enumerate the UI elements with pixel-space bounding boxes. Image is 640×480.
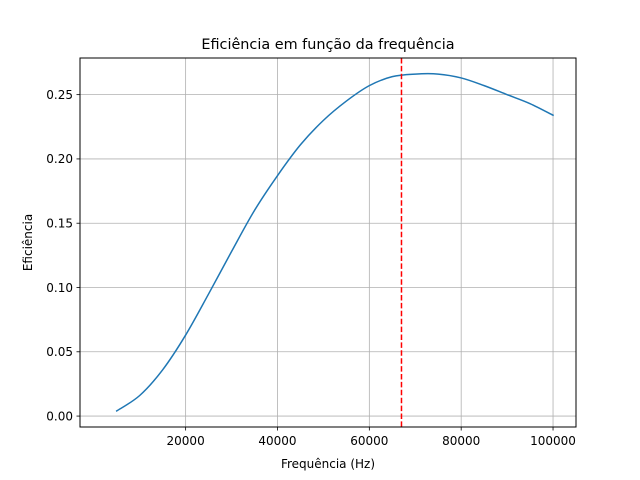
y-tick-label: 0.05 xyxy=(46,345,73,359)
x-tick-label: 20000 xyxy=(167,434,205,448)
y-tick-label: 0.20 xyxy=(46,152,73,166)
series-layer xyxy=(115,72,555,412)
x-tick-label: 40000 xyxy=(258,434,296,448)
tick-layer: 20000 40000 60000 80000 100000 0.00 0.05 0.10 0.… xyxy=(46,88,576,448)
x-tick-label: 80000 xyxy=(442,434,480,448)
x-axis-label: Frequência (Hz) xyxy=(281,457,375,471)
y-tick-label: 0.00 xyxy=(46,409,73,423)
y-tick-label: 0.25 xyxy=(46,88,73,102)
plot-frame xyxy=(79,57,577,428)
y-axis-label: Eficiência xyxy=(21,214,35,271)
x-tick-label: 100000 xyxy=(530,434,576,448)
y-tick-label: 0.15 xyxy=(46,217,73,231)
x-tick-label: 60000 xyxy=(350,434,388,448)
efficiency-curve xyxy=(115,72,555,412)
chart-title: Eficiência em função da frequência xyxy=(201,37,454,53)
grid-lines xyxy=(80,58,576,427)
y-tick-label: 0.10 xyxy=(46,281,73,295)
